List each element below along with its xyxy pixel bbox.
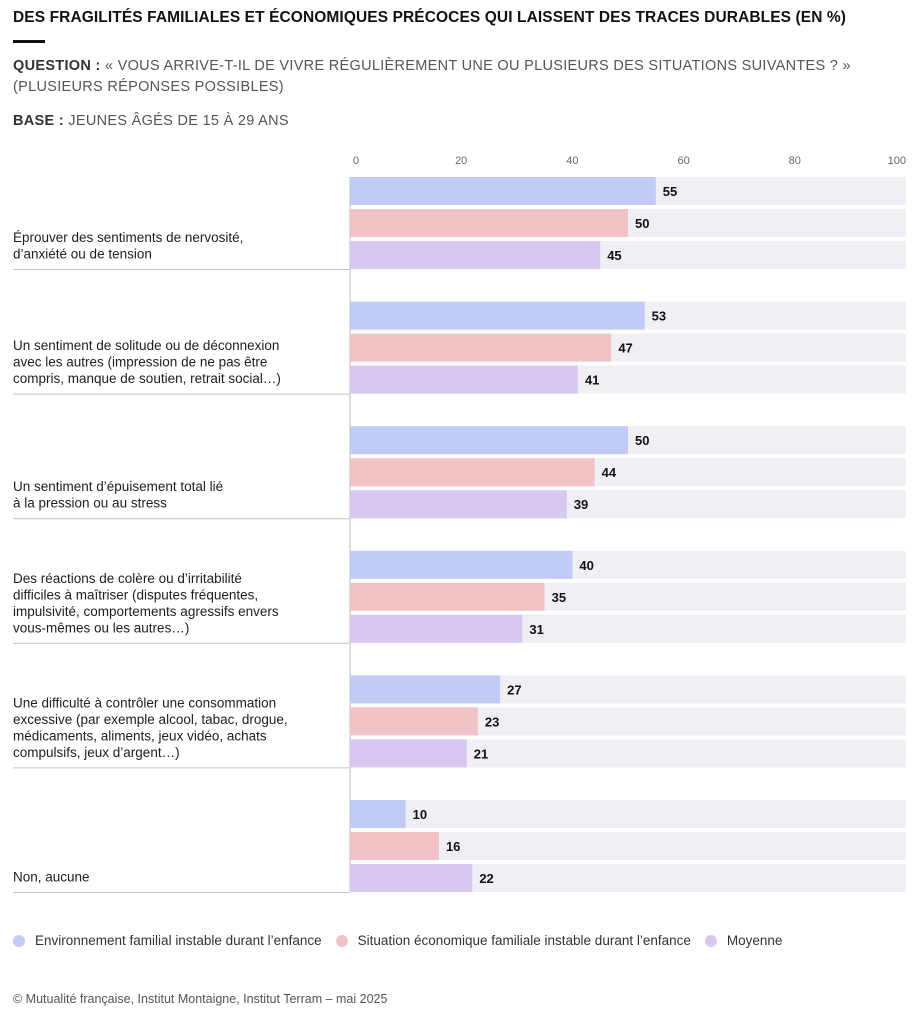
question-note: (PLUSIEURS RÉPONSES POSSIBLES) xyxy=(13,79,284,95)
data-label: 40 xyxy=(579,558,593,573)
bar-track xyxy=(350,800,906,828)
data-label: 35 xyxy=(552,590,566,605)
data-label: 50 xyxy=(635,216,649,231)
category-label: à la pression ou au stress xyxy=(13,496,167,511)
data-label: 44 xyxy=(602,465,617,480)
category-label: Non, aucune xyxy=(13,870,90,885)
data-label: 47 xyxy=(618,341,632,356)
source-credit: © Mutualité française, Institut Montaign… xyxy=(13,992,388,1006)
base-block: BASE : JEUNES ÂGÉS DE 15 À 29 ANS xyxy=(13,111,289,132)
category-label: Une difficulté à contrôler une consommat… xyxy=(13,695,276,710)
bar xyxy=(350,800,406,828)
category-label: impulsivité, comportements agressifs env… xyxy=(13,604,279,619)
category-label: vous-mêmes ou les autres…) xyxy=(13,620,189,635)
category-label: Un sentiment de solitude ou de déconnexi… xyxy=(13,338,279,353)
bar xyxy=(350,707,478,736)
data-label: 27 xyxy=(507,682,521,697)
question-block: QUESTION : « VOUS ARRIVE-T-IL DE VIVRE R… xyxy=(13,56,851,98)
data-label: 31 xyxy=(529,622,543,637)
data-label: 55 xyxy=(663,184,677,199)
legend-label-economique: Situation économique familiale instable … xyxy=(357,933,691,948)
bar-track xyxy=(350,832,906,860)
x-tick-label: 40 xyxy=(566,155,578,167)
bar xyxy=(350,301,645,330)
bar xyxy=(350,864,473,892)
legend-label-moyenne: Moyenne xyxy=(726,933,783,948)
x-tick-label: 100 xyxy=(888,155,906,167)
data-label: 41 xyxy=(585,373,599,388)
bar xyxy=(350,614,523,643)
legend-item-familial: Environnement familial instable durant l… xyxy=(13,933,322,948)
bar xyxy=(350,832,439,860)
category-label: difficiles à maîtriser (disputes fréquen… xyxy=(13,587,258,602)
bar xyxy=(350,550,573,579)
category-label: avec les autres (impression de ne pas êt… xyxy=(13,355,267,370)
category-label: Des réactions de colère ou d’irritabilit… xyxy=(13,571,242,586)
category-label: compris, manque de soutien, retrait soci… xyxy=(13,371,281,386)
bar xyxy=(350,458,595,487)
data-label: 22 xyxy=(479,871,493,886)
data-label: 53 xyxy=(652,309,666,324)
question-label: QUESTION : xyxy=(13,58,101,74)
x-tick-label: 60 xyxy=(677,155,689,167)
bar xyxy=(350,209,628,237)
legend: Environnement familial instable durant l… xyxy=(13,933,796,948)
category-label: d’anxiété ou de tension xyxy=(13,247,152,262)
bar xyxy=(350,739,467,768)
legend-swatch-familial xyxy=(13,934,25,947)
base-text: JEUNES ÂGÉS DE 15 À 29 ANS xyxy=(68,113,289,129)
category-label: compulsifs, jeux d’argent…) xyxy=(13,745,180,760)
category-label: médicaments, aliments, jeux vidéo, achat… xyxy=(13,728,267,743)
legend-item-economique: Situation économique familiale instable … xyxy=(335,933,691,948)
legend-swatch-economique xyxy=(335,934,348,947)
legend-item-moyenne: Moyenne xyxy=(704,933,783,948)
data-label: 39 xyxy=(574,497,588,512)
x-tick-label: 0 xyxy=(353,155,359,167)
x-tick-label: 80 xyxy=(789,155,801,167)
bar xyxy=(350,177,656,205)
data-label: 50 xyxy=(635,433,649,448)
bar xyxy=(350,582,545,611)
data-label: 21 xyxy=(474,746,488,761)
data-label: 16 xyxy=(446,839,460,854)
x-tick-label: 20 xyxy=(455,155,467,167)
bar-chart: 0 20 40 60 80 100 Éprouver des sentiments de n… xyxy=(13,155,906,893)
bar xyxy=(350,365,578,394)
bar xyxy=(350,333,612,362)
bar xyxy=(350,241,601,269)
bar xyxy=(350,675,501,704)
legend-swatch-moyenne xyxy=(704,934,717,947)
chart-title: DES FRAGILITÉS FAMILIALES ET ÉCONOMIQUES… xyxy=(13,9,847,26)
category-label: Un sentiment d’épuisement total lié xyxy=(13,479,223,494)
data-label: 23 xyxy=(485,714,499,729)
base-label: BASE : xyxy=(13,113,64,129)
bar xyxy=(350,490,567,519)
data-label: 45 xyxy=(607,248,621,263)
bar xyxy=(350,426,628,455)
question-text: « VOUS ARRIVE-T-IL DE VIVRE RÉGULIÈREMEN… xyxy=(104,58,851,74)
category-label: excessive (par exemple alcool, tabac, dr… xyxy=(13,712,288,727)
legend-label-familial: Environnement familial instable durant l… xyxy=(35,933,322,948)
title-underline xyxy=(13,40,45,43)
data-label: 10 xyxy=(413,807,427,822)
category-label: Éprouver des sentiments de nervosité, xyxy=(13,230,243,245)
